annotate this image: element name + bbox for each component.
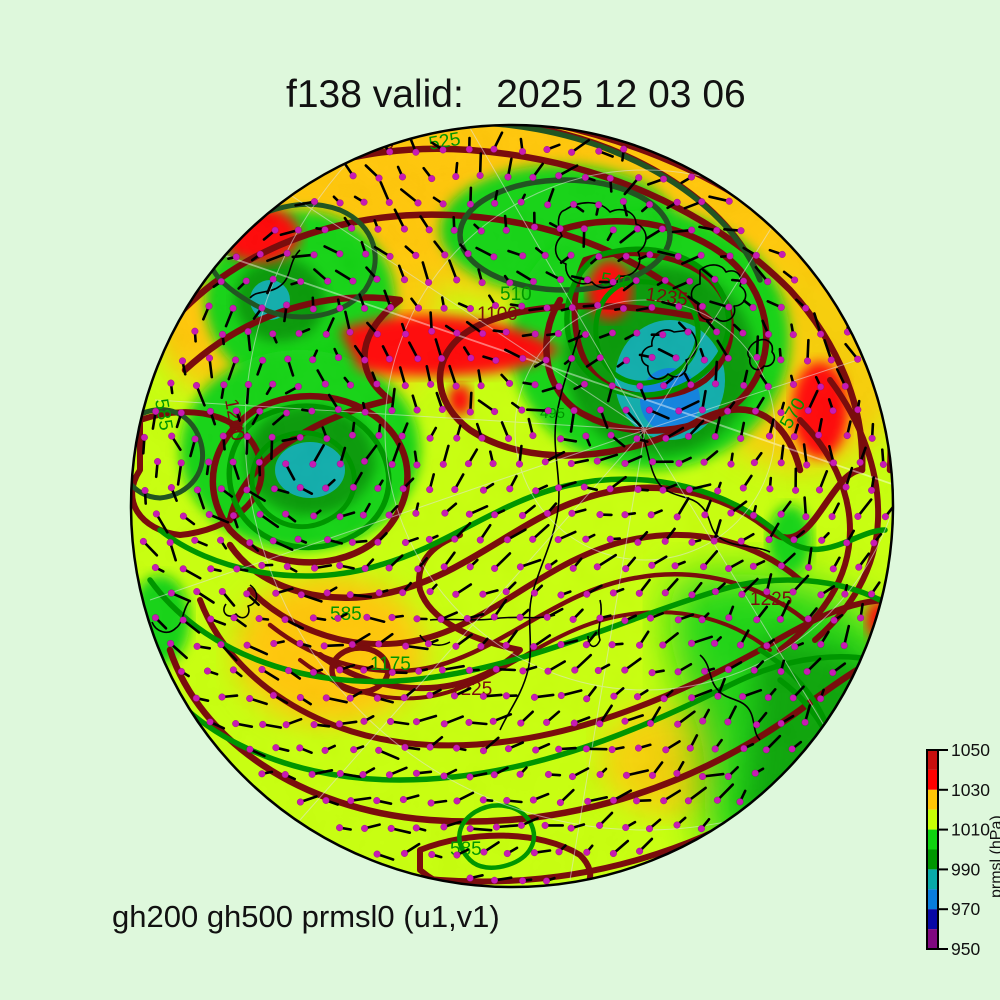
svg-text:970: 970	[951, 899, 980, 919]
svg-text:f138 valid: 2025 12 03 06: f138 valid: 2025 12 03 06	[286, 73, 746, 116]
svg-text:gh200 gh500 prmsl0 (u1,v1): gh200 gh500 prmsl0 (u1,v1)	[112, 899, 500, 934]
svg-text:prmsl (hPa): prmsl (hPa)	[988, 815, 1000, 898]
svg-text:1030: 1030	[951, 780, 990, 800]
svg-text:1050: 1050	[951, 740, 990, 760]
svg-text:990: 990	[951, 859, 980, 879]
svg-text:495: 495	[540, 405, 565, 422]
svg-text:510: 510	[500, 284, 532, 305]
svg-text:1010: 1010	[951, 820, 990, 840]
svg-text:950: 950	[951, 939, 980, 959]
